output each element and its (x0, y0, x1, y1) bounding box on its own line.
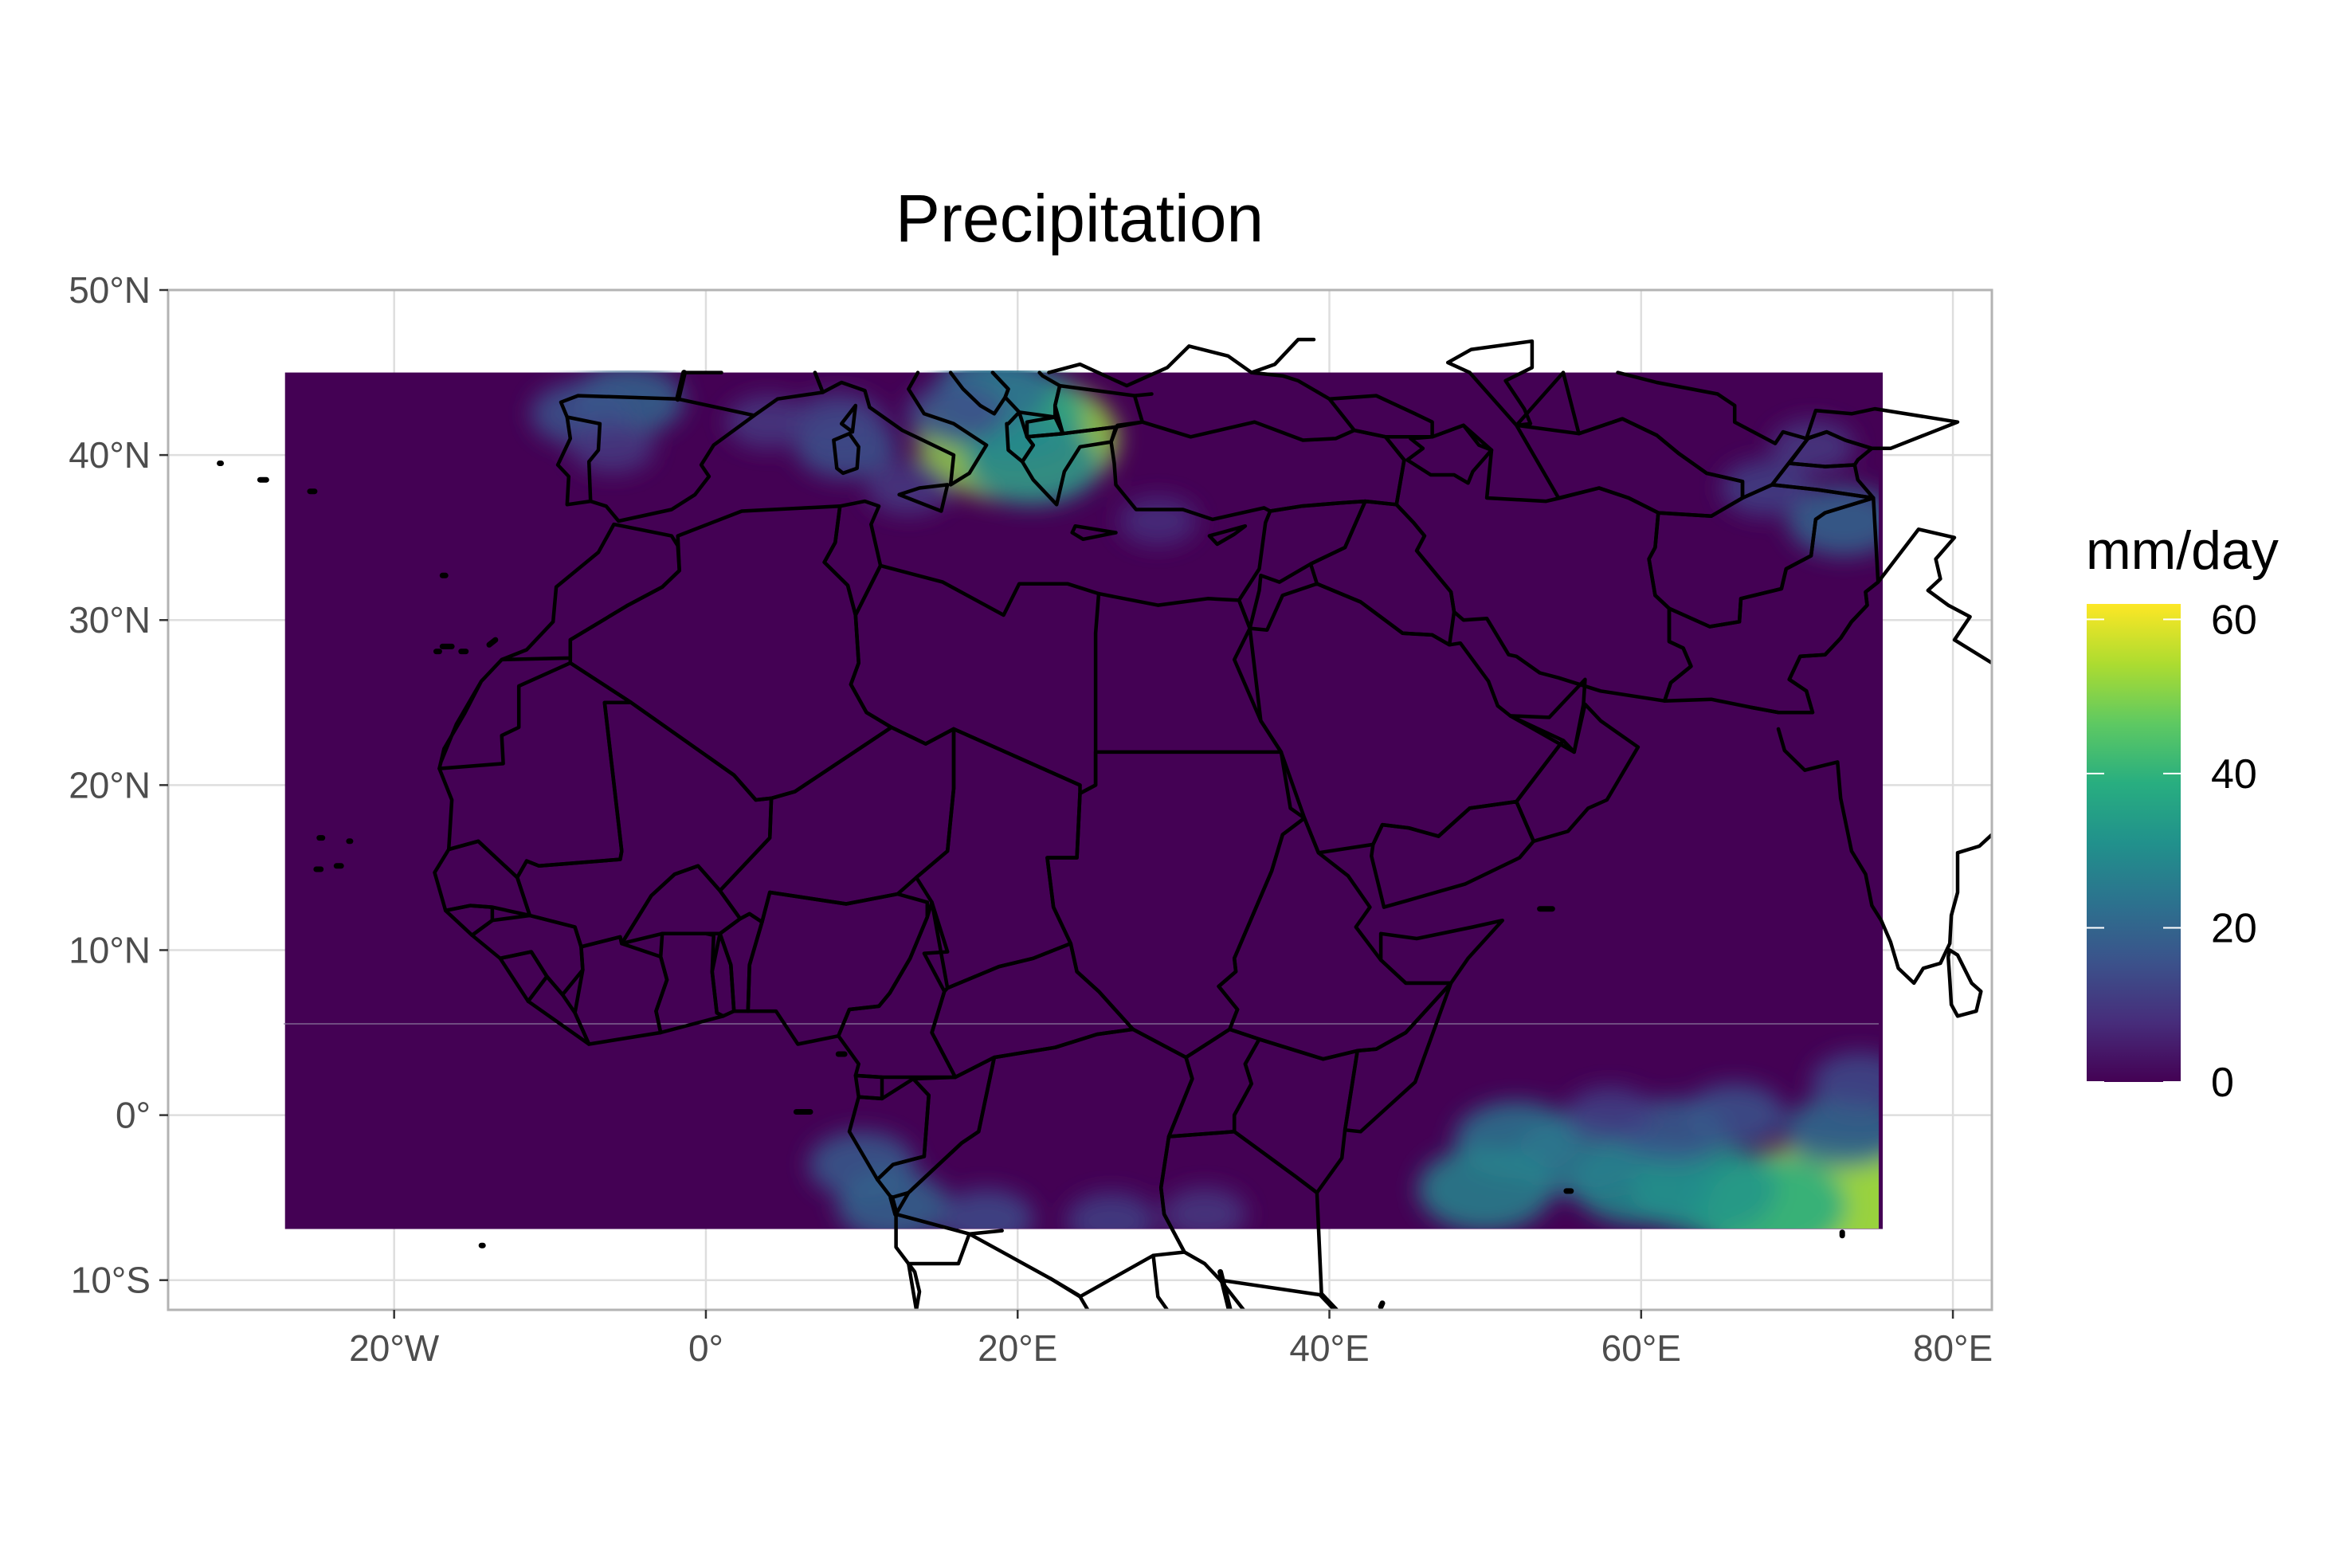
y-tick-label: 20°N (69, 764, 151, 806)
country-border (1319, 1292, 1339, 1310)
country-border (897, 483, 950, 513)
x-tick-label: 0° (688, 1327, 723, 1369)
country-border (1151, 1253, 1170, 1310)
y-tick-label: 10°N (69, 929, 151, 970)
country-border (1378, 1300, 1386, 1310)
country-border (1946, 948, 1983, 1018)
country-border (1070, 523, 1118, 542)
x-tick-label: 60°E (1601, 1327, 1681, 1369)
y-tick-label: 50°N (69, 269, 151, 311)
y-tick-label: 40°N (69, 434, 151, 476)
panel-border (167, 288, 1993, 1311)
y-axis: 50°N 40°N 30°N 20°N 10°N 0° 10°S (69, 269, 168, 1301)
x-tick-label: 20°W (349, 1327, 440, 1369)
country-border (1508, 677, 1587, 755)
country-border (1217, 1268, 1233, 1310)
country-border (813, 370, 989, 487)
country-border (1207, 523, 1248, 547)
y-tick-label: 0° (116, 1095, 151, 1136)
country-border (875, 1055, 997, 1200)
country-border (443, 904, 495, 938)
x-axis: 20°W 0° 20°E 40°E 60°E 80°E (349, 1310, 1993, 1369)
country-border (1343, 918, 1504, 1134)
precipitation-patches (531, 370, 1879, 1229)
precip-patch (1417, 1147, 1553, 1229)
x-tick-label: 40°E (1289, 1327, 1369, 1369)
country-border (1776, 727, 1992, 986)
precip-patch (1162, 1187, 1247, 1229)
country-border (1750, 527, 1992, 715)
country-border (565, 415, 602, 504)
country-border (1158, 1130, 1323, 1297)
legend-ticks: 0 20 40 60 (2087, 597, 2257, 1106)
chart-title: Precipitation (896, 181, 1264, 256)
precip-patch (866, 461, 951, 515)
country-border (1132, 392, 1154, 398)
y-tick-label: 30°N (69, 599, 151, 641)
precip-patch (792, 393, 885, 451)
country-border (894, 1212, 922, 1310)
country-border (752, 370, 825, 417)
legend-tick-label: 20 (2211, 905, 2257, 951)
y-tick-label: 10°S (71, 1260, 151, 1301)
country-border (1249, 370, 1331, 401)
country-border (437, 661, 633, 880)
precip-patch (1785, 1095, 1879, 1169)
precip-patch (1811, 1052, 1879, 1112)
country-border (888, 1194, 900, 1217)
country-border (839, 403, 858, 434)
precip-patch (726, 395, 811, 449)
country-border (1232, 1037, 1359, 1195)
precip-patch (570, 420, 655, 473)
country-border (1049, 1276, 1090, 1310)
legend: mm/day 0 20 40 60 (2086, 520, 2279, 1106)
legend-title: mm/day (2086, 520, 2279, 581)
country-border (1093, 591, 1284, 755)
country-border (526, 974, 591, 1046)
legend-tick-label: 0 (2211, 1060, 2234, 1106)
country-border (675, 370, 688, 402)
country-border (907, 1229, 1004, 1310)
country-border (1109, 420, 1406, 522)
country-border (486, 637, 499, 648)
precip-patch (939, 1189, 1034, 1229)
country-border (555, 394, 756, 523)
legend-tick-label: 60 (2211, 597, 2257, 643)
country-border (1327, 394, 1434, 439)
country-border (832, 431, 860, 476)
country-border (1445, 339, 1535, 428)
precip-patch (966, 421, 1101, 506)
precip-patch (1066, 1192, 1156, 1229)
precip-patch (1565, 1087, 1655, 1143)
precipitation-field (284, 372, 1884, 1229)
country-borders (217, 337, 1992, 1310)
colorbar (2087, 604, 2181, 1082)
country-border (1804, 406, 1960, 451)
country-border (620, 864, 743, 946)
country-border (948, 370, 1010, 416)
legend-tick-label: 40 (2211, 751, 2257, 798)
precip-patch (906, 382, 1005, 445)
country-border (1047, 337, 1316, 388)
x-tick-label: 20°E (978, 1327, 1057, 1369)
x-tick-label: 80°E (1913, 1327, 1993, 1369)
